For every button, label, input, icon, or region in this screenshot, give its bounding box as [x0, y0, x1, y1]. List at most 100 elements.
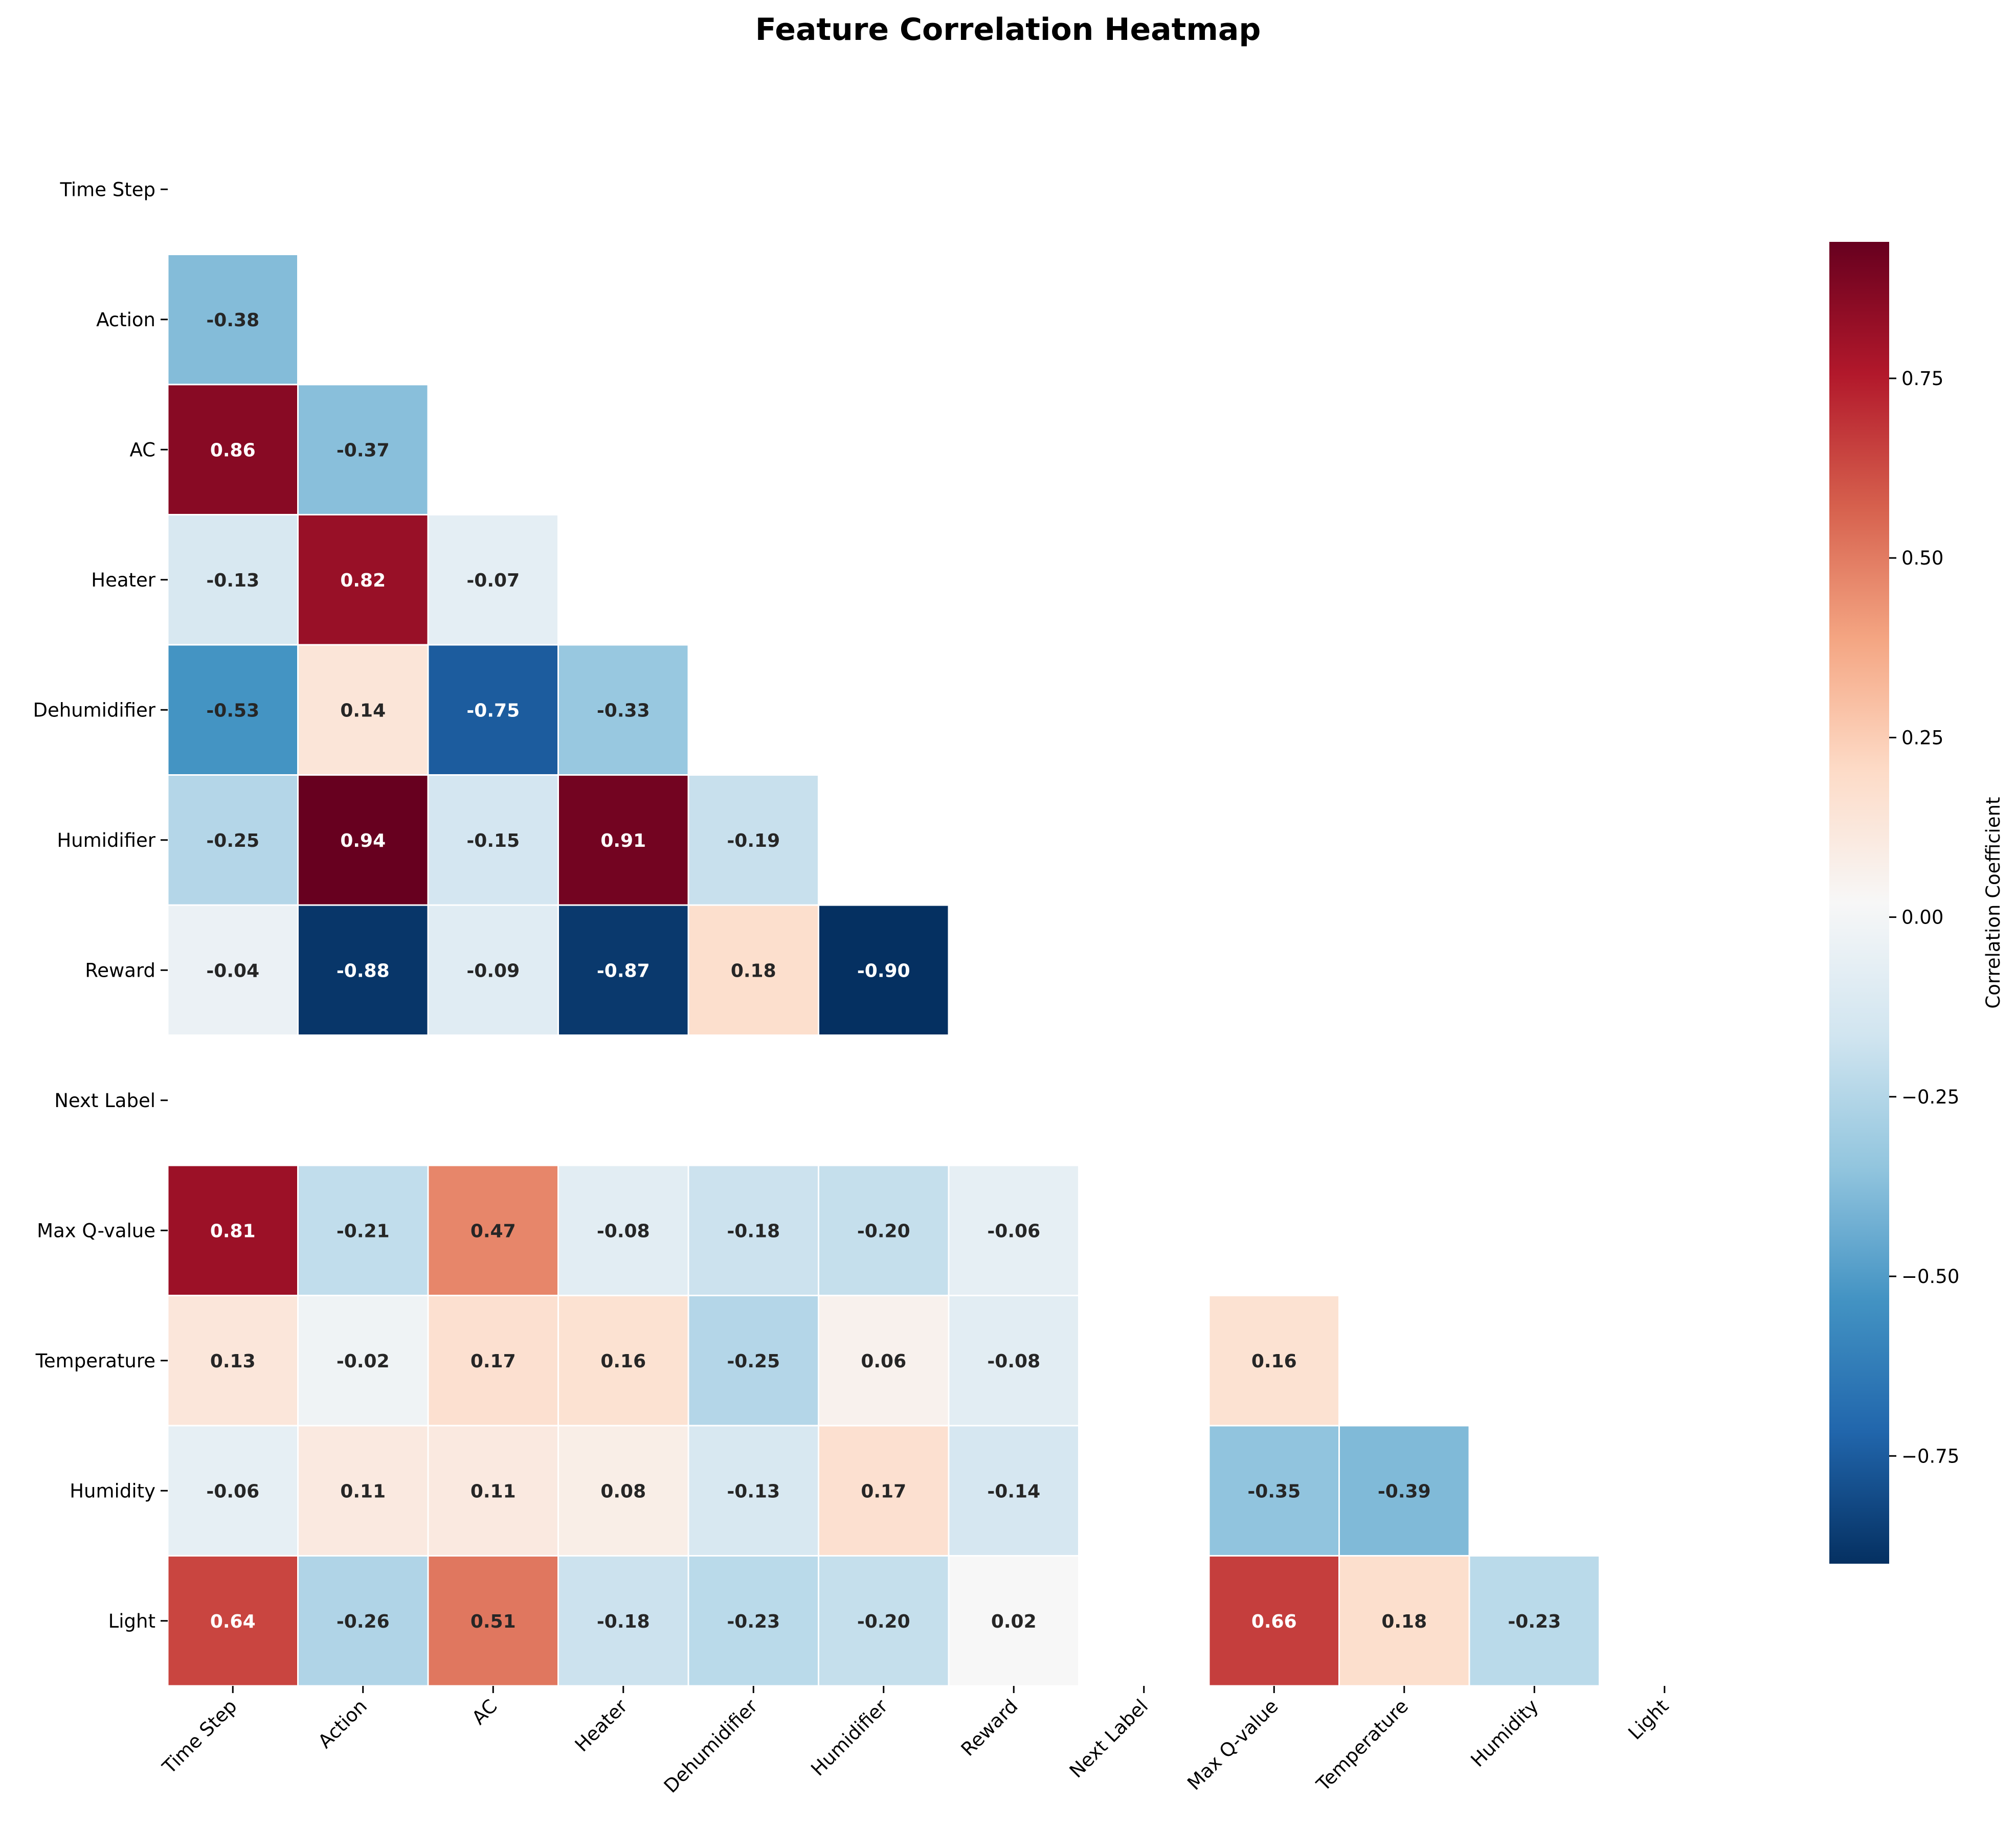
heatmap-cell — [687, 1555, 819, 1687]
heatmap-cell-value: -0.04 — [206, 960, 259, 981]
heatmap-cell — [818, 1555, 950, 1687]
heatmap-cell-value: 0.16 — [600, 1351, 646, 1372]
heatmap-cell-value: -0.23 — [1508, 1611, 1561, 1632]
y-tick-label: Reward — [85, 959, 155, 981]
heatmap-cell-value: -0.88 — [337, 960, 390, 981]
x-tick-label: Time Step — [158, 1695, 241, 1778]
heatmap-cell-value: -0.06 — [206, 1481, 259, 1502]
heatmap-cell — [427, 514, 559, 646]
colorbar-tick-label: 0.50 — [1901, 547, 1943, 569]
colorbar-tick-label: −0.75 — [1901, 1445, 1959, 1467]
x-tick-label: AC — [467, 1695, 501, 1729]
heatmap-cell-value: -0.37 — [337, 440, 390, 461]
heatmap-cell — [297, 644, 429, 776]
heatmap-cell-value: 0.82 — [340, 570, 386, 591]
x-tick-label: Reward — [957, 1695, 1022, 1761]
x-tick-label: Max Q-value — [1183, 1695, 1282, 1794]
x-tick-label: Action — [314, 1695, 371, 1752]
heatmap-cell-value: 0.91 — [600, 830, 646, 851]
heatmap-cell — [948, 1295, 1080, 1427]
heatmap-cell-value: -0.14 — [987, 1481, 1040, 1502]
y-axis-tick-labels: Time Step Action AC Heater Dehumidifier Humid… — [33, 178, 168, 1632]
heatmap-cell-value: 0.18 — [1381, 1611, 1427, 1632]
x-axis-tick-labels: Time Step Action AC Heater Dehumidifier Humid… — [158, 1686, 1673, 1797]
heatmap-cell-value: 0.17 — [471, 1351, 516, 1372]
heatmap-cell-value: 0.64 — [210, 1611, 256, 1632]
heatmap-cell — [297, 904, 429, 1036]
heatmap-cell-value: -0.87 — [597, 960, 650, 981]
heatmap-cell-value: 0.17 — [861, 1481, 906, 1502]
y-tick-label: Next Label — [54, 1090, 155, 1112]
heatmap-cell — [948, 1555, 1080, 1687]
heatmap-cell — [687, 774, 819, 906]
heatmap-cell — [427, 1295, 559, 1427]
y-tick-label: Light — [108, 1610, 155, 1632]
heatmap-cell-value: -0.19 — [727, 830, 780, 851]
heatmap-cell-value: -0.35 — [1247, 1481, 1301, 1502]
heatmap-cell — [818, 1425, 950, 1557]
chart-title: Feature Correlation Heatmap — [755, 12, 1261, 48]
heatmap-cell — [557, 1425, 689, 1557]
heatmap-cell — [557, 1555, 689, 1687]
heatmap-cell-value: 0.94 — [340, 830, 386, 851]
y-tick-label: Temperature — [35, 1350, 155, 1372]
heatmap-cell — [297, 1164, 429, 1296]
heatmap-cell — [427, 904, 559, 1036]
x-tick-label: Humidity — [1467, 1695, 1543, 1771]
heatmap-cell — [818, 904, 950, 1036]
heatmap-cell — [557, 1164, 689, 1296]
heatmap-cell — [557, 644, 689, 776]
heatmap-cell-value: -0.39 — [1378, 1481, 1431, 1502]
y-tick-label: Max Q-value — [37, 1220, 155, 1242]
colorbar-tick-label: 0.00 — [1901, 907, 1943, 929]
heatmap-cell — [167, 1555, 299, 1687]
heatmap-cell-value: -0.18 — [727, 1221, 780, 1242]
colorbar-gradient — [1829, 242, 1889, 1564]
heatmap-cell — [167, 1164, 299, 1296]
heatmap-cell-value: 0.14 — [340, 700, 386, 721]
heatmap-cell-value: 0.08 — [600, 1481, 646, 1502]
heatmap-cell-value: 0.51 — [471, 1611, 516, 1632]
heatmap-cell — [297, 774, 429, 906]
heatmap-cell-value: 0.16 — [1251, 1351, 1297, 1372]
x-tick-label: Heater — [571, 1695, 632, 1756]
y-tick-label: Humidity — [70, 1480, 155, 1502]
heatmap-cell — [427, 1425, 559, 1557]
heatmap-cell-value: 0.66 — [1251, 1611, 1297, 1632]
x-tick-label: Dehumidifier — [660, 1695, 762, 1797]
heatmap-cell — [167, 1425, 299, 1557]
heatmap-cell — [297, 514, 429, 646]
heatmap-cells: -0.38 0.86 -0.37 -0.13 0.82 -0.07 -0.53 0.14 -0.… — [167, 254, 1600, 1687]
heatmap-cell — [297, 1555, 429, 1687]
heatmap-cell-value: -0.09 — [466, 960, 520, 981]
heatmap-cell-value: -0.08 — [597, 1221, 650, 1242]
heatmap-cell-value: -0.06 — [987, 1221, 1040, 1242]
heatmap-cell — [167, 384, 299, 515]
heatmap-cell-value: 0.18 — [731, 960, 776, 981]
heatmap-cell-value: -0.07 — [466, 570, 520, 591]
heatmap-cell — [948, 1425, 1080, 1557]
heatmap-cell — [1208, 1295, 1340, 1427]
heatmap-cell-value: -0.08 — [987, 1351, 1040, 1372]
heatmap-cell-value: -0.13 — [727, 1481, 780, 1502]
heatmap-cell-value: -0.33 — [597, 700, 650, 721]
heatmap-cell — [1468, 1555, 1600, 1687]
colorbar-label: Correlation Coefficient — [1982, 797, 2004, 1008]
heatmap-cell — [818, 1164, 950, 1296]
heatmap-cell — [557, 904, 689, 1036]
heatmap-cell — [167, 1295, 299, 1427]
heatmap-cell-value: 0.13 — [210, 1351, 256, 1372]
x-tick-label: Temperature — [1312, 1695, 1413, 1796]
heatmap-cell-value: 0.06 — [861, 1351, 906, 1372]
colorbar-tick-label: −0.25 — [1901, 1086, 1959, 1108]
x-tick-label: Humidifier — [807, 1695, 892, 1780]
heatmap-cell-value: -0.13 — [206, 570, 259, 591]
heatmap-cell — [167, 254, 299, 386]
heatmap-cell-value: -0.02 — [337, 1351, 390, 1372]
colorbar-tick-label: −0.50 — [1901, 1266, 1959, 1288]
y-tick-label: Time Step — [59, 178, 155, 200]
y-tick-label: AC — [130, 439, 156, 461]
heatmap-cell-value: 0.02 — [991, 1611, 1037, 1632]
y-tick-label: Heater — [91, 569, 156, 591]
heatmap-cell — [557, 774, 689, 906]
